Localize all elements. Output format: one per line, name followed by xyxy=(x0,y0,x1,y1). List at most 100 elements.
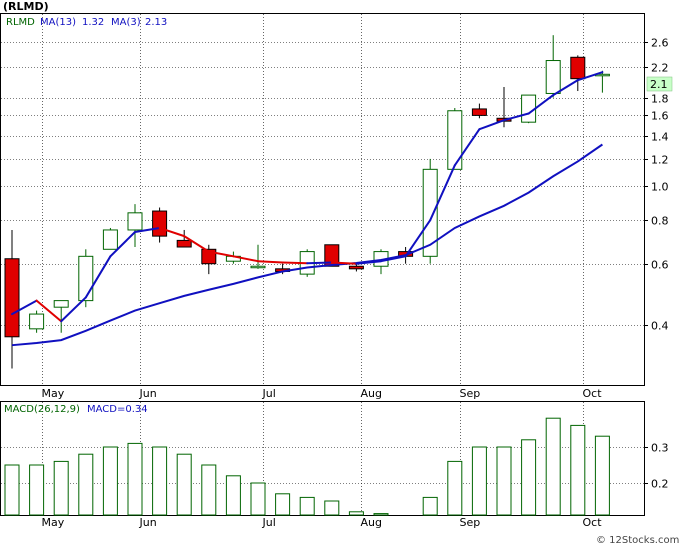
price-tick-label: 1.0 xyxy=(651,181,669,194)
price-grid xyxy=(1,14,648,385)
macd-bar xyxy=(545,417,561,516)
price-tick-label: 2.6 xyxy=(651,37,669,50)
macd-bar xyxy=(299,496,315,516)
macd-bar xyxy=(373,513,389,516)
watermark: © 12Stocks.com xyxy=(596,535,679,546)
candle-up xyxy=(29,313,45,330)
macd-bar xyxy=(324,500,340,516)
ma3-segment xyxy=(306,261,333,265)
ma3-segment xyxy=(453,128,481,167)
macd-grid xyxy=(1,402,648,515)
candle-up xyxy=(53,300,69,308)
legend-symbol: RLMD xyxy=(6,17,35,28)
candle-up xyxy=(447,110,463,170)
month-axis-labels: May May Jun Jun Jul Jul Aug Aug Sep Sep Oct Oct xyxy=(42,387,603,529)
macd-legend-value: MACD=0.34 xyxy=(87,404,148,415)
ma3-segment xyxy=(11,299,38,316)
month-label: Oct xyxy=(583,387,603,400)
candle-down xyxy=(324,244,340,267)
last-price-tag: 2.1 xyxy=(650,78,668,91)
legend-ma13-label: MA(13) xyxy=(40,17,76,28)
macd-month-label: Aug xyxy=(361,516,382,529)
ma3-segment xyxy=(429,164,456,222)
macd-bar xyxy=(496,446,512,516)
ma3-segment xyxy=(183,235,210,253)
last-price-tag-bg xyxy=(646,76,673,92)
ma3-segment xyxy=(404,219,432,258)
ma3-segment xyxy=(207,250,235,258)
ma3-segment xyxy=(35,299,63,323)
month-label: Aug xyxy=(361,387,382,400)
macd-bar xyxy=(4,464,20,516)
ma3-segment xyxy=(134,226,161,233)
macd-bar xyxy=(348,511,364,516)
macd-month-label: May xyxy=(42,516,65,529)
price-axis-labels: 0.4 0.6 0.8 1.0 1.2 1.4 1.6 1.8 2.2 2.6 xyxy=(651,37,669,333)
price-tick-label: 0.4 xyxy=(651,320,669,333)
macd-legend-label: MACD(26,12,9) xyxy=(4,404,80,415)
candle-down xyxy=(4,258,20,338)
candle-down xyxy=(471,108,487,116)
legend-ma3-label: MA(3) xyxy=(111,17,141,28)
macd-bar xyxy=(250,482,266,516)
ma3-segment xyxy=(257,260,284,264)
legend-ma3-value: 2.13 xyxy=(145,17,167,28)
macd-bar xyxy=(422,496,438,516)
candle-up xyxy=(78,255,94,302)
macd-tick-label: 0.2 xyxy=(651,478,669,491)
macd-month-label: Oct xyxy=(583,516,603,529)
macd-bar xyxy=(201,464,217,516)
macd-panel-frame xyxy=(0,401,645,516)
candle-down xyxy=(176,239,192,248)
ma3-segment xyxy=(503,112,530,122)
price-tick-label: 0.6 xyxy=(651,259,669,272)
price-tick-label: 0.8 xyxy=(651,215,669,228)
macd-bar xyxy=(570,424,586,516)
macd-bar xyxy=(447,460,463,516)
candlestick-series xyxy=(4,35,610,369)
ma3-segment xyxy=(576,71,604,82)
moving-average-lines xyxy=(11,71,604,347)
macd-bar xyxy=(29,464,45,516)
macd-bar xyxy=(594,435,610,516)
ma3-segment xyxy=(109,230,136,258)
ma3-segment xyxy=(281,261,309,265)
macd-bar xyxy=(78,453,94,516)
price-tick-label: 2.2 xyxy=(651,62,669,75)
price-tick-label: 1.4 xyxy=(651,131,669,144)
macd-month-label: Jun xyxy=(139,516,157,529)
candle-up xyxy=(127,212,143,231)
price-axis-area xyxy=(645,13,680,386)
macd-bar xyxy=(176,453,192,516)
price-tick-label: 1.2 xyxy=(651,154,669,167)
month-label: Jul xyxy=(262,387,276,400)
ma3-segment xyxy=(478,119,505,131)
candle-down xyxy=(348,265,364,270)
ma13-line xyxy=(11,143,603,347)
month-label: May xyxy=(42,387,65,400)
price-panel-frame xyxy=(0,13,645,386)
ma3-segment xyxy=(527,94,555,115)
ma3-segment xyxy=(60,296,87,323)
price-tick-label: 1.8 xyxy=(651,93,669,106)
ma3-segment xyxy=(330,261,358,265)
macd-bar xyxy=(152,446,168,516)
price-tick-label: 1.6 xyxy=(651,110,669,123)
candle-down xyxy=(570,56,586,80)
macd-bar xyxy=(275,493,291,516)
ma3-segment xyxy=(355,260,382,265)
month-label: Sep xyxy=(460,387,481,400)
ma3-segment xyxy=(380,255,407,263)
legend-ma13-value: 1.32 xyxy=(82,17,104,28)
candle-up xyxy=(545,60,561,94)
macd-bar xyxy=(225,475,241,516)
macd-month-label: Jul xyxy=(262,516,276,529)
ma3-segment xyxy=(232,255,259,263)
ma3-segment xyxy=(552,79,579,97)
candle-up xyxy=(422,168,438,257)
macd-bar xyxy=(127,442,143,516)
macd-tick-label: 0.3 xyxy=(651,442,669,455)
macd-bar xyxy=(102,446,118,516)
